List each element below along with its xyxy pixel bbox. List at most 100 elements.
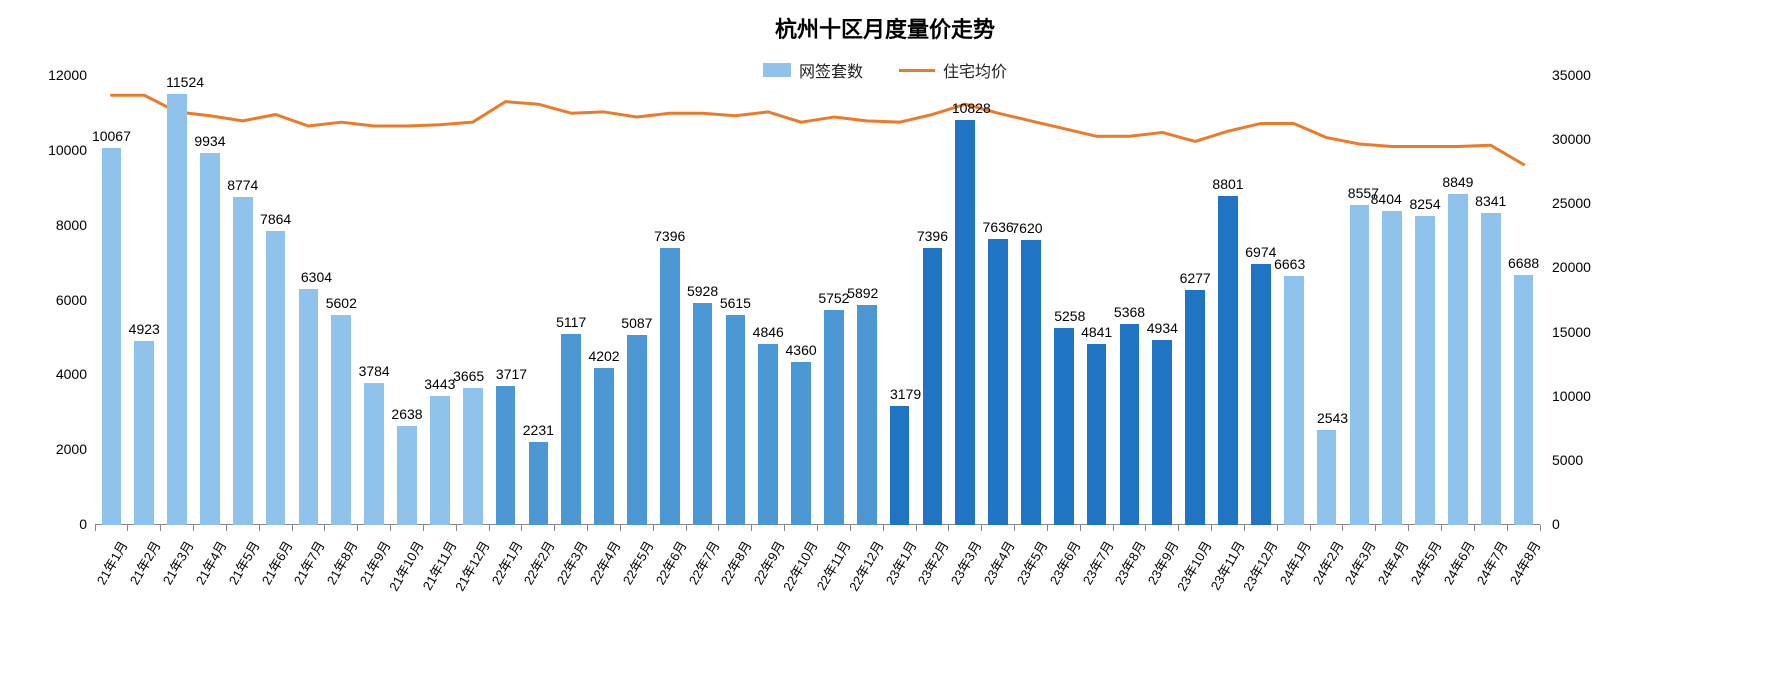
bar	[955, 120, 975, 525]
x-tick	[883, 525, 884, 531]
x-tick	[1244, 525, 1245, 531]
bar-value-label: 5602	[326, 295, 357, 311]
bar	[988, 239, 1008, 525]
x-tick	[1474, 525, 1475, 531]
chart-title: 杭州十区月度量价走势	[0, 12, 1770, 44]
bar	[561, 334, 581, 525]
bar-value-label: 8254	[1409, 196, 1440, 212]
x-axis-label: 24年5月	[1405, 537, 1445, 588]
y2-tick-label: 30000	[1552, 131, 1591, 147]
bar	[364, 383, 384, 525]
x-axis-label: 21年2月	[124, 537, 164, 588]
bar-value-label: 6688	[1508, 255, 1539, 271]
bar	[1120, 324, 1140, 525]
bar	[1514, 275, 1534, 525]
x-tick	[751, 525, 752, 531]
bar	[1350, 205, 1370, 525]
bar-value-label: 2638	[391, 406, 422, 422]
bar	[496, 386, 516, 525]
x-tick	[226, 525, 227, 531]
bar	[233, 197, 253, 525]
legend-swatch-bar	[763, 63, 791, 77]
bar-value-label: 5928	[687, 283, 718, 299]
bar	[1054, 328, 1074, 525]
x-axis-label: 23年4月	[978, 537, 1018, 588]
x-axis-label: 22年4月	[584, 537, 624, 588]
x-axis-label: 21年5月	[223, 537, 263, 588]
x-tick	[1178, 525, 1179, 531]
x-tick	[127, 525, 128, 531]
x-tick	[653, 525, 654, 531]
bar	[594, 368, 614, 525]
bar-value-label: 3179	[890, 386, 921, 402]
x-tick	[1047, 525, 1048, 531]
bar	[1152, 340, 1172, 525]
x-tick	[784, 525, 785, 531]
x-axis-label: 24年4月	[1372, 537, 1412, 588]
bar-value-label: 4934	[1147, 320, 1178, 336]
y1-tick-label: 0	[79, 516, 87, 532]
bar-value-label: 10828	[952, 100, 991, 116]
bar-value-label: 11524	[166, 74, 204, 90]
bar-value-label: 2231	[523, 422, 554, 438]
x-tick	[1507, 525, 1508, 531]
bar-value-label: 4923	[129, 321, 160, 337]
bar	[726, 315, 746, 525]
bar	[200, 153, 220, 525]
y2-tick-label: 25000	[1552, 195, 1591, 211]
x-tick	[456, 525, 457, 531]
bar-value-label: 5892	[847, 285, 878, 301]
x-tick	[817, 525, 818, 531]
bar-value-label: 10067	[92, 128, 131, 144]
x-tick	[324, 525, 325, 531]
x-tick	[1014, 525, 1015, 531]
bar	[791, 362, 811, 525]
x-tick	[620, 525, 621, 531]
x-tick	[850, 525, 851, 531]
x-tick	[259, 525, 260, 531]
bar	[430, 396, 450, 525]
x-axis-label: 24年6月	[1438, 537, 1478, 588]
x-tick	[489, 525, 490, 531]
bar	[1185, 290, 1205, 525]
y2-tick-label: 5000	[1552, 452, 1583, 468]
bar	[758, 344, 778, 525]
x-tick	[587, 525, 588, 531]
x-axis-label: 23年3月	[945, 537, 985, 588]
bar-value-label: 5615	[720, 295, 751, 311]
bar	[1087, 344, 1107, 525]
bar	[1284, 276, 1304, 525]
legend-swatch-line	[899, 69, 935, 72]
x-axis-label: 21年4月	[190, 537, 230, 588]
x-tick	[948, 525, 949, 531]
bar-value-label: 5117	[556, 314, 586, 330]
bar	[660, 248, 680, 525]
bar-value-label: 5258	[1054, 308, 1085, 324]
x-tick	[1540, 525, 1541, 531]
bar	[890, 406, 910, 525]
bar	[1218, 196, 1238, 525]
bar	[1382, 211, 1402, 525]
x-tick	[1441, 525, 1442, 531]
bar	[266, 231, 286, 525]
y1-tick-label: 12000	[48, 67, 87, 83]
bar	[134, 341, 154, 525]
x-tick	[193, 525, 194, 531]
bar	[1317, 430, 1337, 525]
y1-tick-label: 4000	[56, 366, 87, 382]
x-tick	[357, 525, 358, 531]
y2-tick-label: 0	[1552, 516, 1560, 532]
bar	[1021, 240, 1041, 525]
bar	[1415, 216, 1435, 525]
x-tick	[1113, 525, 1114, 531]
x-tick	[1310, 525, 1311, 531]
price-line	[111, 95, 1523, 164]
bar-value-label: 9934	[194, 133, 225, 149]
bar-value-label: 4360	[786, 342, 817, 358]
x-axis-label: 23年5月	[1011, 537, 1051, 588]
x-axis-label: 21年8月	[321, 537, 361, 588]
bar-value-label: 3717	[496, 366, 527, 382]
x-tick	[1211, 525, 1212, 531]
bar-value-label: 4202	[588, 348, 619, 364]
bar-value-label: 6277	[1180, 270, 1211, 286]
